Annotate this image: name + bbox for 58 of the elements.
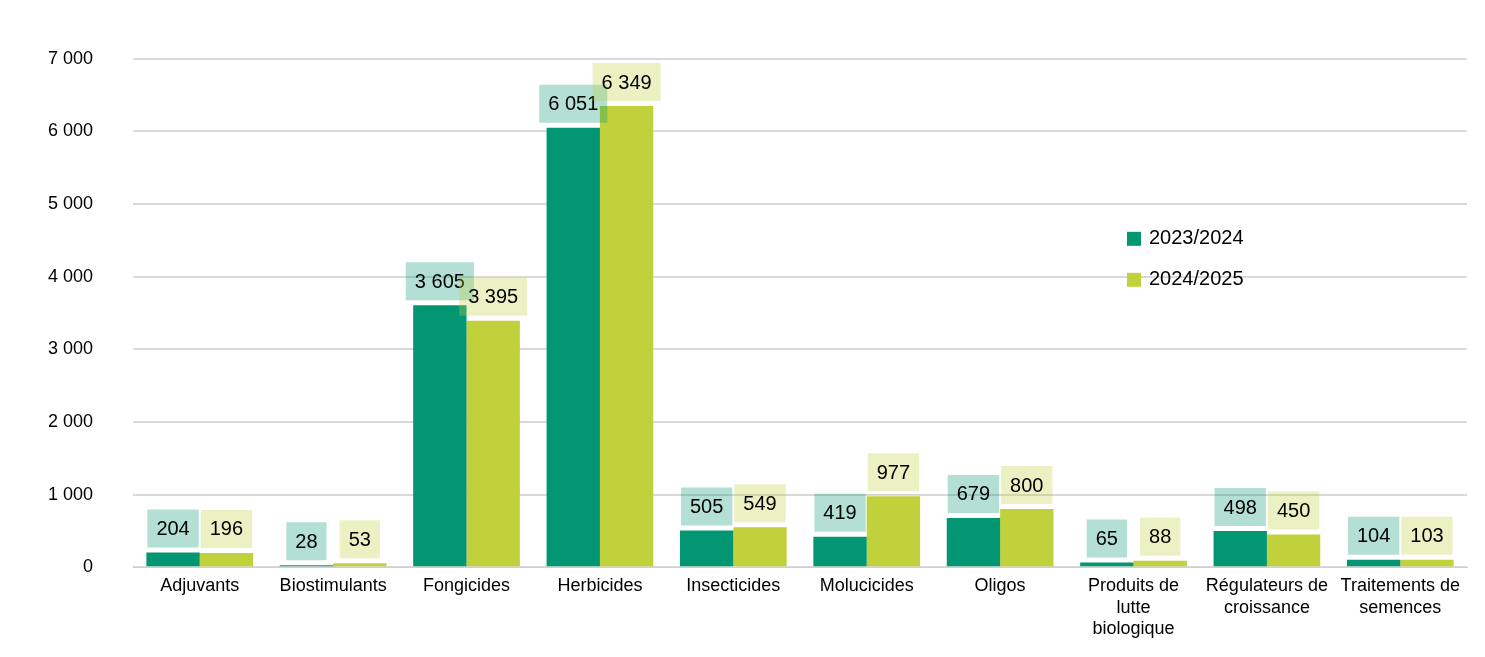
data-label: 204 bbox=[156, 516, 190, 539]
data-label: 419 bbox=[823, 501, 857, 524]
x-tick-label: Traitements de semences bbox=[1340, 574, 1460, 617]
x-tick-label: Biostimulants bbox=[279, 574, 387, 595]
y-tick-label: 3 000 bbox=[48, 338, 94, 359]
bar bbox=[1266, 534, 1321, 567]
data-label: 679 bbox=[956, 482, 991, 505]
data-label: 53 bbox=[348, 527, 371, 550]
x-tick-label: Fongicides bbox=[423, 574, 511, 595]
y-tick-label: 6 000 bbox=[48, 120, 94, 141]
data-label: 3 605 bbox=[414, 269, 465, 292]
x-tick-label: Insecticides bbox=[686, 574, 781, 595]
bar bbox=[599, 106, 654, 567]
x-tick-label: Produits de lutte biologique bbox=[1087, 574, 1180, 639]
bar bbox=[946, 517, 1001, 567]
data-label: 977 bbox=[876, 460, 911, 483]
bar bbox=[733, 527, 787, 567]
data-label: 88 bbox=[1149, 525, 1172, 548]
bar bbox=[333, 563, 387, 567]
x-tick-label: Régulateurs de croissance bbox=[1205, 574, 1328, 617]
data-label: 549 bbox=[743, 491, 777, 514]
data-label: 3 395 bbox=[468, 285, 519, 308]
data-label: 103 bbox=[1410, 524, 1444, 547]
bar bbox=[199, 552, 254, 567]
bar bbox=[1000, 509, 1054, 567]
bar bbox=[813, 536, 867, 567]
data-label: 450 bbox=[1276, 499, 1311, 522]
bar bbox=[1080, 562, 1134, 567]
data-label: 6 051 bbox=[548, 92, 599, 115]
bar bbox=[679, 530, 734, 567]
bar bbox=[413, 305, 467, 567]
y-tick-label: 4 000 bbox=[48, 265, 94, 286]
data-label: 28 bbox=[295, 529, 318, 552]
x-tick-label: Molucicides bbox=[819, 574, 914, 595]
bar bbox=[1133, 560, 1187, 567]
data-label: 65 bbox=[1095, 526, 1118, 549]
legend-label: 2024/2025 bbox=[1149, 267, 1244, 290]
legend-label: 2023/2024 bbox=[1149, 226, 1244, 249]
data-label: 498 bbox=[1223, 495, 1257, 518]
x-tick-label: Oligos bbox=[974, 574, 1026, 595]
x-tick-label: Adjuvants bbox=[160, 574, 240, 595]
data-label: 6 349 bbox=[601, 70, 652, 93]
y-tick-label: 7 000 bbox=[48, 47, 94, 68]
bar bbox=[1400, 559, 1454, 567]
y-tick-label: 2 000 bbox=[48, 410, 94, 431]
y-tick-label: 1 000 bbox=[48, 483, 94, 504]
bar bbox=[1346, 559, 1401, 567]
data-label: 505 bbox=[689, 495, 724, 518]
data-label: 800 bbox=[1010, 473, 1044, 496]
bar bbox=[146, 552, 200, 567]
y-tick-label: 0 bbox=[83, 556, 94, 577]
y-tick-label: 5 000 bbox=[48, 193, 94, 214]
data-label: 104 bbox=[1356, 524, 1391, 547]
data-label: 196 bbox=[209, 517, 244, 540]
bar bbox=[466, 320, 520, 567]
bar bbox=[546, 127, 600, 567]
bar bbox=[1213, 531, 1267, 567]
x-tick-label: Herbicides bbox=[557, 574, 643, 595]
